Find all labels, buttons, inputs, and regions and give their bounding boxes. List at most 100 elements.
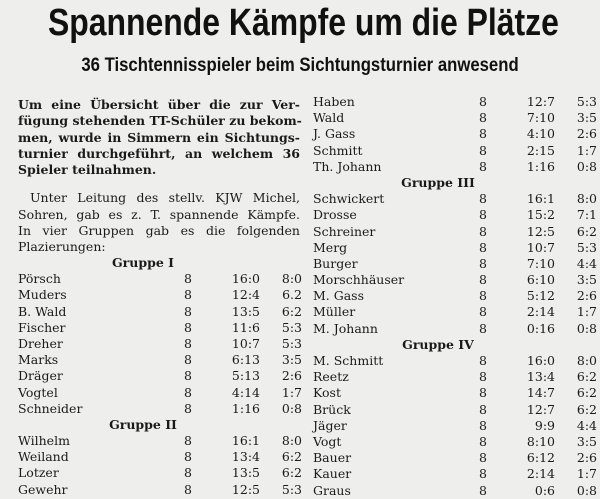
points: 6:2 — [281, 303, 302, 319]
player-name: Lotzer — [18, 465, 59, 481]
group-heading: Gruppe IV — [402, 336, 474, 352]
set-score: 6:13 — [231, 352, 260, 368]
games-played: 8 — [479, 255, 487, 271]
points: 0:8 — [281, 400, 302, 416]
games-played: 8 — [479, 94, 487, 109]
games-played: 8 — [479, 158, 487, 174]
points: 6:2 — [576, 385, 597, 401]
result-row: Wald 8 7:10 3:5 — [313, 110, 597, 126]
set-score: 10:7 — [526, 239, 555, 255]
player-name: Wilhelm — [18, 433, 70, 449]
player-name: M. Schmitt — [313, 353, 384, 368]
player-name: Bauer — [313, 450, 352, 466]
player-name: Gewehr — [18, 481, 68, 497]
games-played: 8 — [479, 466, 487, 482]
player-name: Vogtel — [18, 384, 58, 400]
set-score: 5:12 — [526, 288, 555, 304]
set-score: 12:7 — [526, 401, 555, 417]
games-played: 8 — [184, 271, 192, 287]
games-played: 8 — [184, 319, 192, 335]
points: 0:8 — [576, 482, 597, 498]
points: 8:0 — [281, 433, 302, 449]
player-name: Merg — [313, 239, 348, 255]
result-row: M. Johann 8 0:16 0:8 — [313, 321, 597, 337]
set-score: 16:1 — [526, 191, 555, 207]
set-score: 12:5 — [526, 223, 555, 239]
set-score: 13:4 — [231, 449, 260, 465]
games-played: 8 — [184, 433, 192, 449]
body-line: In vier Gruppen gab es die folgenden — [18, 223, 300, 239]
set-score: 0:6 — [534, 482, 555, 498]
points: 6.2 — [282, 287, 302, 303]
points: 5:3 — [576, 94, 597, 109]
player-name: B. Wald — [18, 303, 67, 319]
player-name: Vogt — [313, 433, 342, 449]
result-row: Jäger 8 9:9 4:4 — [313, 418, 597, 434]
games-played: 8 — [479, 191, 487, 207]
result-row: Pörsch 8 16:0 8:0 — [18, 271, 302, 287]
set-score: 16:0 — [526, 353, 555, 368]
games-played: 8 — [479, 304, 487, 320]
player-name: Dreher — [18, 335, 63, 351]
games-played: 8 — [479, 385, 487, 401]
result-row: Kauer 8 2:14 1:7 — [313, 466, 597, 482]
player-name: Pörsch — [18, 271, 61, 287]
lead-paragraph: Um eine Übersicht über die zur Ver- fügu… — [18, 97, 302, 178]
result-row: Schmitt 8 2:15 1:7 — [313, 143, 597, 159]
games-played: 8 — [479, 126, 487, 142]
set-score: 11:6 — [231, 319, 260, 335]
points: 8:0 — [576, 191, 597, 207]
player-name: Morschhäuser — [313, 272, 405, 288]
subheadline: 36 Tischtennisspieler beim Sichtungsturn… — [81, 55, 519, 76]
games-played: 8 — [479, 272, 487, 288]
lead-line: Spieler teilnahmen. — [18, 162, 157, 178]
result-row: Burger 8 7:10 4:4 — [313, 256, 597, 272]
games-played: 8 — [479, 417, 487, 433]
player-name: Schneider — [18, 400, 83, 416]
points: 1:7 — [576, 304, 597, 320]
set-score: 1:16 — [526, 158, 555, 174]
player-name: Burger — [313, 255, 358, 271]
set-score: 12:4 — [231, 287, 260, 303]
result-row: Schwickert 8 16:1 8:0 — [313, 191, 597, 207]
result-row: Müller 8 2:14 1:7 — [313, 304, 597, 320]
points: 4:4 — [576, 417, 597, 433]
result-row: Th. Johann 8 1:16 0:8 — [313, 159, 597, 175]
result-row: Kost 8 14:7 6:2 — [313, 385, 597, 401]
set-score: 12:7 — [526, 94, 555, 109]
body-line: Plazierungen: — [18, 239, 106, 255]
games-played: 8 — [479, 239, 487, 255]
body-line: Unter Leitung des stellv. KJW Michel, — [30, 190, 300, 206]
player-name: Weiland — [18, 449, 69, 465]
player-name: Reetz — [313, 369, 349, 385]
player-name: Brück — [313, 401, 351, 417]
games-played: 8 — [184, 481, 192, 497]
result-row: J. Gass 8 4:10 2:6 — [313, 126, 597, 142]
result-row: Weiland 8 13:4 6:2 — [18, 449, 302, 465]
points: 3:5 — [576, 110, 597, 126]
player-name: Graus — [313, 482, 351, 498]
result-row: Lotzer 8 13:5 6:2 — [18, 465, 302, 481]
points: 6:2 — [576, 401, 597, 417]
player-name: Muders — [18, 287, 67, 303]
result-row: Marks 8 6:13 3:5 — [18, 352, 302, 368]
set-score: 7:10 — [526, 110, 555, 126]
result-row: Graus 8 0:6 0:8 — [313, 483, 597, 499]
player-name: Kost — [313, 385, 341, 401]
games-played: 8 — [184, 384, 192, 400]
points: 3:5 — [576, 272, 597, 288]
set-score: 13:5 — [231, 303, 260, 319]
points: 4:4 — [576, 255, 597, 271]
player-name: Schmitt — [313, 142, 363, 158]
result-row: M. Gass 8 5:12 2:6 — [313, 288, 597, 304]
result-row: Vogt 8 8:10 3:5 — [313, 434, 597, 450]
lead-line: turnier durchgeführt, an welchem 36 — [18, 145, 300, 161]
player-name: Haben — [313, 94, 355, 109]
body-paragraph: Unter Leitung des stellv. KJW Michel, So… — [18, 190, 300, 255]
set-score: 6:12 — [526, 450, 555, 466]
points: 3:5 — [281, 352, 302, 368]
games-played: 8 — [479, 450, 487, 466]
result-row: Brück 8 12:7 6:2 — [313, 402, 597, 418]
points: 7:1 — [576, 207, 597, 223]
set-score: 10:7 — [231, 335, 260, 351]
